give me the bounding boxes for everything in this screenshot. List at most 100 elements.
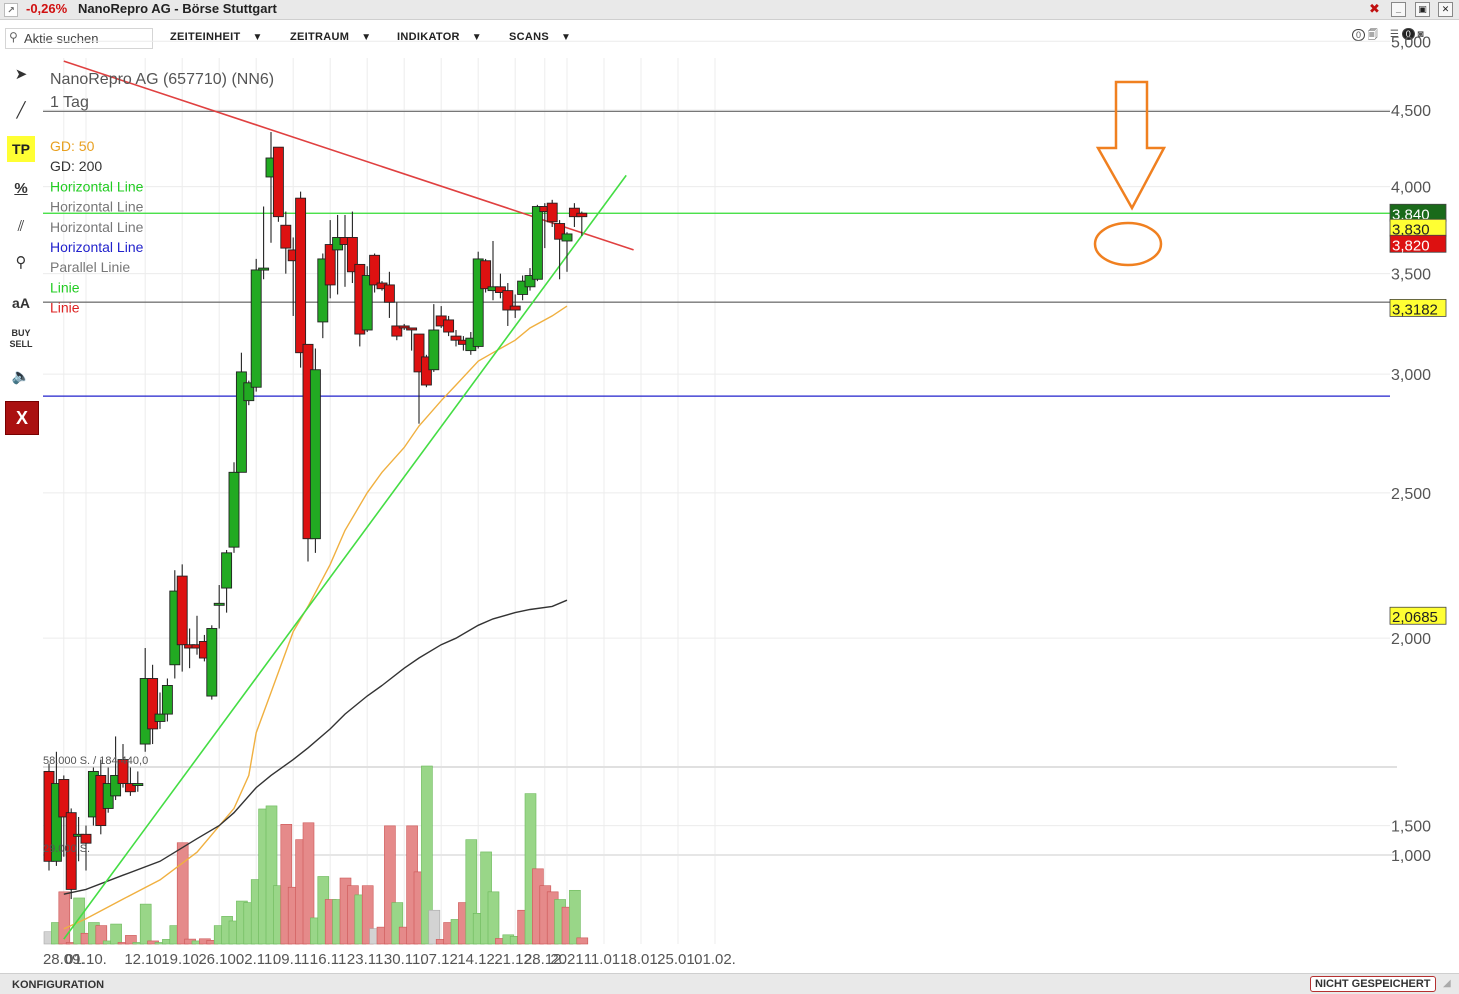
price-flag-box [1389, 234, 1447, 253]
candle-body [576, 212, 588, 218]
buy-label: BUY [11, 328, 31, 338]
tp-tool[interactable]: TP [7, 136, 35, 162]
candle-body [58, 779, 70, 818]
volume-labels: 58.000 S. / 184.440,0 29.000 S. 1,000 [43, 755, 1431, 865]
trendline [63, 174, 627, 940]
price-flag-box [1389, 298, 1447, 317]
line-tool[interactable]: ╱ [6, 98, 36, 124]
volume-bar [465, 839, 478, 945]
chart-subtitle: 1 Tag [50, 94, 89, 111]
delete-drawings-button[interactable]: X [5, 401, 39, 435]
toolbar: ⚲ Aktie suchen ZEITEINHEIT ▼ ZEITRAUM ▼ IN… [0, 20, 1459, 55]
ma50-line [63, 305, 568, 930]
candle-body [480, 260, 492, 290]
time-tick-label: 2021 [550, 951, 583, 968]
detach-icon[interactable]: ✖ [1369, 1, 1380, 16]
candle [561, 232, 573, 272]
speaker-icon: 🔈 [11, 368, 31, 385]
candle [472, 251, 484, 349]
candle-body [132, 783, 144, 786]
annotation-arrow [1095, 80, 1167, 211]
menu-zeitraum[interactable]: ZEITRAUM ▼ [290, 31, 371, 43]
save-state-badge[interactable]: NICHT GESPEICHERT [1310, 976, 1436, 992]
zoom-tool[interactable]: ⚲ [6, 250, 36, 276]
candle [65, 808, 77, 900]
candle-body [568, 207, 580, 218]
candle [309, 348, 321, 553]
volume-mid-label: 29.000 S. [43, 843, 90, 855]
candle [50, 751, 62, 866]
candle-body [280, 224, 292, 249]
time-tick-label: 01.10. [65, 951, 107, 968]
resize-grip-icon[interactable]: ◢ [1443, 978, 1451, 989]
candle [206, 625, 218, 700]
candle [546, 199, 558, 227]
price-tick-label: 3,500 [1391, 267, 1431, 284]
percent-tool[interactable]: % [14, 180, 28, 197]
candle-body [509, 305, 521, 311]
status-bar: KONFIGURATION NICHT GESPEICHERT ◢ [0, 973, 1459, 994]
candle-body [206, 628, 218, 697]
sound-tool[interactable]: 🔈 [6, 364, 36, 390]
price-flag: 3,830 [1389, 218, 1447, 238]
watchlist-add-button[interactable]: ☰ 0 ◙ [1390, 28, 1424, 40]
volume-bar [384, 825, 396, 945]
candle [450, 329, 462, 347]
parallel-tool[interactable]: ⫽ [6, 214, 36, 240]
time-tick-label: 09.11. [273, 951, 314, 968]
text-tool[interactable]: aA [12, 295, 30, 311]
candle [117, 744, 129, 788]
time-tick-label: 11.01. [584, 951, 625, 968]
minimize-button[interactable]: _ [1391, 2, 1406, 17]
configuration-button[interactable]: KONFIGURATION [12, 979, 105, 991]
menu-zeiteinheit[interactable]: ZEITEINHEIT ▼ [170, 31, 263, 43]
search-placeholder: Aktie suchen [24, 31, 99, 46]
price-tick-label: 2,500 [1391, 486, 1431, 503]
candle-body [413, 333, 425, 373]
candle [576, 211, 588, 236]
buy-sell-tool[interactable]: BUY SELL [6, 328, 36, 354]
price-flag-label: 3,830 [1392, 221, 1430, 238]
time-tick-label: 30.11. [384, 951, 425, 968]
candle-body [161, 685, 173, 715]
menu-scans[interactable]: SCANS ▼ [509, 31, 571, 43]
candle [80, 825, 92, 871]
legend-entry: Horizontal Line [50, 239, 144, 255]
candle [124, 767, 136, 796]
notes-button[interactable]: 0 🗐 [1352, 28, 1378, 45]
time-tick-label: 12.10. [124, 951, 166, 968]
window-title: NanoRepro AG - Börse Stuttgart [78, 1, 277, 16]
candle-body [65, 812, 77, 890]
camera-icon: ◙ [1417, 29, 1424, 40]
search-input[interactable]: ⚲ Aktie suchen [5, 28, 153, 49]
legend-entry: Parallel Linie [50, 259, 130, 275]
volume-bar [569, 889, 581, 945]
price-tick-label: 4,000 [1391, 180, 1431, 197]
candle [250, 258, 262, 392]
close-window-button[interactable]: ✕ [1438, 2, 1453, 17]
candle [317, 253, 329, 339]
volume-bar [58, 891, 71, 945]
volume-bar [302, 822, 315, 945]
price-chart[interactable]: 5,5005,0004,5004,0003,5003,0002,5002,000… [0, 0, 1459, 973]
time-tick-label: 26.10. [198, 951, 240, 968]
candle [346, 211, 358, 284]
legend-entry: Linie [50, 279, 80, 295]
candle [398, 323, 410, 330]
candle-body [309, 369, 321, 540]
chart-title: NanoRepro AG (657710) (NN6) [50, 71, 274, 88]
candle [213, 585, 225, 629]
menu-indikator[interactable]: INDIKATOR ▼ [397, 31, 482, 43]
maximize-button[interactable]: ▣ [1415, 2, 1430, 17]
trendlines [63, 60, 634, 940]
candle [383, 271, 395, 318]
pointer-tool[interactable]: ➤ [6, 62, 36, 88]
candle [176, 564, 188, 672]
candle [243, 380, 255, 406]
notes-count-badge: 0 [1352, 29, 1366, 41]
chart-app-icon: ↗ [4, 3, 18, 17]
legend-entry: Horizontal Line [50, 199, 144, 215]
candle [235, 352, 247, 473]
candle [228, 462, 240, 553]
volume-bar [391, 902, 404, 945]
